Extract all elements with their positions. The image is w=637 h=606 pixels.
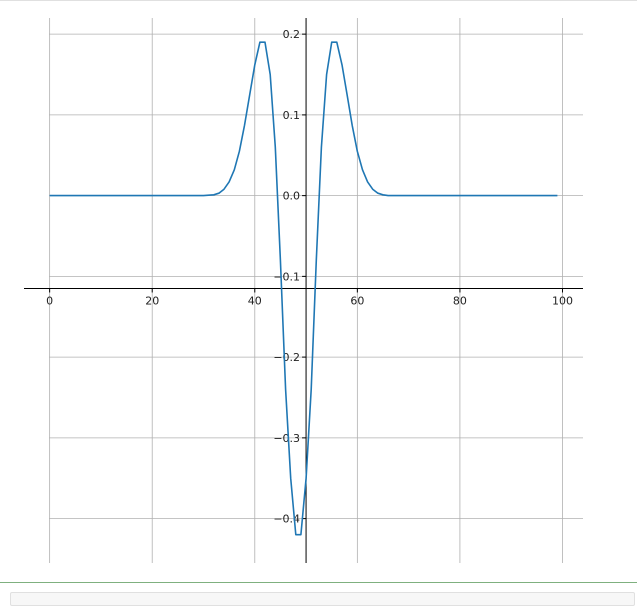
series-group (49, 41, 558, 536)
series-line (49, 41, 558, 536)
x-tick-label: 60 (350, 294, 364, 307)
x-tick-label: 0 (46, 294, 53, 307)
cell-separator (0, 582, 637, 583)
y-tick-label: −0.4 (273, 513, 300, 526)
grid-lines (49, 18, 583, 563)
y-tick-label: 0.1 (283, 109, 301, 122)
x-tick-label: 100 (552, 294, 573, 307)
next-code-cell[interactable] (10, 592, 635, 606)
x-axis-ticks: 0 20 40 60 80 100 (46, 288, 573, 307)
top-cell-border (0, 0, 637, 1)
y-tick-label: −0.2 (273, 351, 300, 364)
y-tick-label: −0.1 (273, 270, 300, 283)
x-tick-label: 20 (145, 294, 159, 307)
line-chart: 0 20 40 60 80 100 0.2 0.1 0.0 −0.1 −0.2 −0.3 −0.4 (24, 18, 583, 563)
y-tick-label: −0.3 (273, 432, 300, 445)
x-tick-label: 80 (453, 294, 467, 307)
y-tick-label: 0.2 (283, 28, 301, 41)
axes-spines (24, 18, 583, 563)
x-tick-label: 40 (248, 294, 262, 307)
y-tick-label: 0.0 (283, 190, 301, 203)
